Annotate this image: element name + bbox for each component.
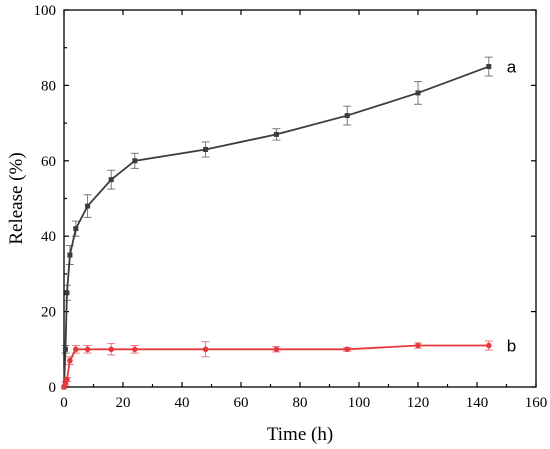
y-tick-label: 60 bbox=[41, 154, 56, 170]
x-ticks: 0 20 40 60 80 100 120 140 160 bbox=[60, 10, 547, 411]
x-tick-label: 100 bbox=[348, 395, 371, 411]
x-tick-label: 0 bbox=[60, 395, 68, 411]
axes bbox=[63, 9, 537, 388]
data-point bbox=[202, 346, 209, 353]
series-b: b bbox=[61, 337, 516, 390]
data-point bbox=[64, 290, 70, 296]
data-point bbox=[132, 158, 138, 164]
x-tick-label: 140 bbox=[466, 395, 489, 411]
data-point bbox=[415, 342, 421, 349]
series-layer: ab bbox=[61, 56, 517, 390]
data-point bbox=[344, 346, 351, 353]
y-ticks: 0 20 40 60 80 100 bbox=[34, 3, 536, 396]
y-tick-label: 40 bbox=[41, 229, 56, 245]
data-point bbox=[64, 376, 70, 383]
data-point bbox=[273, 131, 279, 137]
data-point bbox=[73, 226, 79, 232]
data-point bbox=[344, 113, 350, 119]
plot-frame bbox=[63, 9, 537, 388]
data-point bbox=[203, 146, 209, 152]
y-axis-title: Release (%) bbox=[6, 152, 27, 244]
data-point bbox=[132, 346, 138, 353]
data-point bbox=[84, 346, 91, 353]
y-tick-label: 0 bbox=[49, 380, 57, 396]
data-point bbox=[486, 342, 492, 349]
x-tick-label: 120 bbox=[407, 395, 430, 411]
data-point bbox=[273, 346, 280, 353]
y-tick-label: 80 bbox=[41, 78, 56, 94]
x-axis-title: Time (h) bbox=[267, 424, 333, 445]
x-tick-label: 160 bbox=[525, 395, 548, 411]
data-point bbox=[415, 90, 421, 96]
series-a-label: a bbox=[507, 58, 517, 77]
series-b-label: b bbox=[507, 337, 516, 356]
x-tick-label: 80 bbox=[293, 395, 308, 411]
series-a: a bbox=[61, 56, 517, 390]
x-tick-label: 20 bbox=[116, 395, 131, 411]
data-point bbox=[67, 252, 73, 258]
data-point bbox=[486, 64, 492, 70]
data-point bbox=[73, 346, 79, 353]
series-a-line bbox=[63, 65, 490, 388]
data-point bbox=[67, 357, 73, 364]
x-tick-label: 40 bbox=[175, 395, 190, 411]
data-point bbox=[108, 177, 114, 183]
data-point bbox=[62, 346, 68, 352]
x-tick-label: 60 bbox=[234, 395, 249, 411]
data-point bbox=[85, 203, 91, 209]
y-tick-label: 20 bbox=[41, 305, 56, 321]
data-point bbox=[108, 346, 114, 353]
y-tick-label: 100 bbox=[34, 3, 57, 19]
